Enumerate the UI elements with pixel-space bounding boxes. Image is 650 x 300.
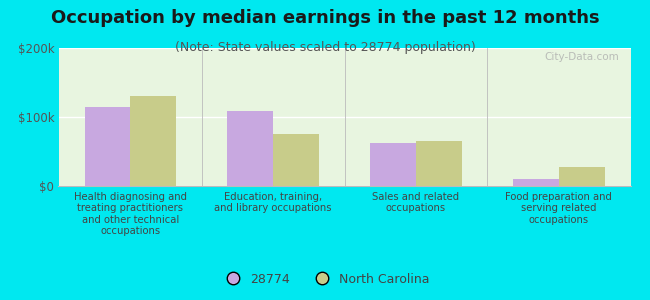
Text: City-Data.com: City-Data.com bbox=[544, 52, 619, 62]
Bar bbox=[559, 167, 604, 186]
Bar bbox=[84, 106, 130, 186]
Bar bbox=[513, 179, 559, 186]
Bar bbox=[416, 141, 462, 186]
Text: (Note: State values scaled to 28774 population): (Note: State values scaled to 28774 popu… bbox=[175, 40, 475, 53]
Bar bbox=[370, 142, 416, 186]
Bar bbox=[227, 112, 273, 186]
Bar bbox=[273, 134, 318, 186]
Legend: 28774, North Carolina: 28774, North Carolina bbox=[216, 268, 434, 291]
Bar bbox=[130, 96, 176, 186]
Text: Occupation by median earnings in the past 12 months: Occupation by median earnings in the pas… bbox=[51, 9, 599, 27]
